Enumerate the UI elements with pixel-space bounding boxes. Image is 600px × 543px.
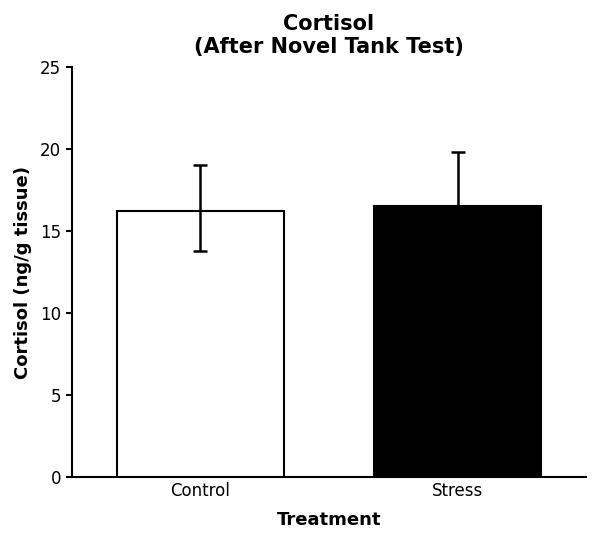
Bar: [374, 206, 541, 477]
Bar: [117, 211, 284, 477]
Y-axis label: Cortisol (ng/g tissue): Cortisol (ng/g tissue): [14, 166, 32, 378]
Title: Cortisol
(After Novel Tank Test): Cortisol (After Novel Tank Test): [194, 14, 464, 57]
X-axis label: Treatment: Treatment: [277, 511, 381, 529]
